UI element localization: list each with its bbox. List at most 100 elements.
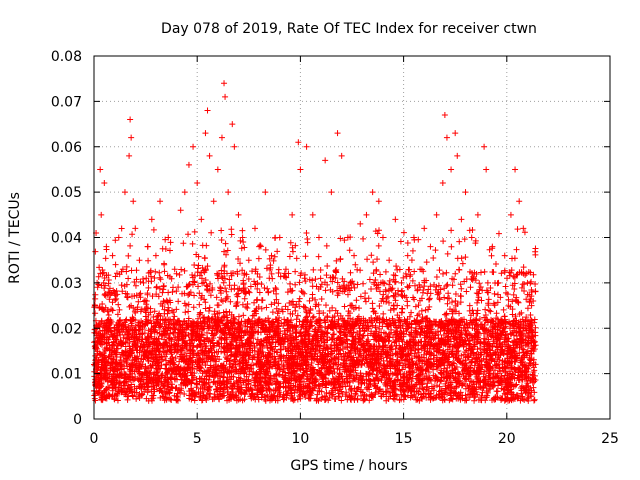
data-point — [521, 287, 528, 294]
data-point — [435, 290, 442, 297]
data-point — [531, 396, 538, 403]
data-point — [452, 130, 459, 137]
data-point — [310, 266, 317, 273]
data-point — [315, 234, 322, 241]
data-point — [190, 304, 197, 311]
data-point — [354, 281, 361, 288]
data-point — [132, 309, 139, 316]
data-point — [239, 234, 246, 241]
data-point — [127, 242, 134, 249]
data-point — [376, 319, 383, 326]
data-point — [474, 211, 481, 218]
data-point — [173, 306, 180, 313]
data-point — [204, 107, 211, 114]
data-point — [235, 290, 242, 297]
data-point — [191, 228, 198, 235]
data-point — [189, 240, 196, 247]
data-point — [444, 250, 451, 257]
data-point — [165, 289, 172, 296]
data-point — [132, 225, 139, 232]
data-point — [382, 268, 389, 275]
data-point — [92, 310, 99, 317]
data-point — [195, 283, 202, 290]
data-point — [452, 270, 459, 277]
data-point — [289, 248, 296, 255]
data-point — [129, 392, 136, 399]
data-point — [528, 287, 535, 294]
data-point — [98, 211, 105, 218]
data-point — [101, 180, 108, 187]
data-point — [223, 308, 230, 315]
data-point — [222, 93, 229, 100]
data-point — [392, 216, 399, 223]
data-point — [483, 166, 490, 173]
data-point — [94, 284, 101, 291]
data-point — [524, 305, 531, 312]
data-point — [202, 299, 209, 306]
data-point — [144, 243, 151, 250]
data-point — [457, 299, 464, 306]
data-point — [347, 269, 354, 276]
data-point — [456, 266, 463, 273]
data-point — [448, 166, 455, 173]
data-point — [448, 299, 455, 306]
data-point — [256, 289, 263, 296]
data-point — [97, 166, 104, 173]
data-point — [202, 305, 209, 312]
data-point — [171, 266, 178, 273]
data-point — [334, 279, 341, 286]
data-point — [220, 279, 227, 286]
data-point — [444, 281, 451, 288]
grid-lines — [94, 56, 610, 419]
data-point — [293, 255, 300, 262]
data-point — [258, 305, 265, 312]
data-point — [368, 286, 375, 293]
data-point — [140, 279, 147, 286]
data-point — [148, 216, 155, 223]
data-point — [322, 302, 329, 309]
data-point — [504, 275, 511, 282]
data-point — [132, 282, 139, 289]
data-point — [226, 276, 233, 283]
data-point — [468, 234, 475, 241]
data-point — [480, 330, 487, 337]
data-point — [177, 207, 184, 214]
data-point — [297, 166, 304, 173]
data-point — [399, 305, 406, 312]
data-point — [176, 271, 183, 278]
data-point — [161, 336, 168, 343]
data-point — [430, 255, 437, 262]
data-point — [427, 243, 434, 250]
data-point — [156, 274, 163, 281]
data-point — [376, 227, 383, 234]
data-point — [268, 252, 275, 259]
data-point — [520, 225, 527, 232]
data-point — [531, 397, 538, 404]
data-point — [443, 134, 450, 141]
data-point — [415, 339, 422, 346]
data-point — [379, 295, 386, 302]
data-point — [393, 263, 400, 270]
data-point — [114, 311, 121, 318]
data-point — [448, 227, 455, 234]
data-point — [191, 261, 198, 268]
data-point — [190, 143, 197, 150]
data-point — [119, 266, 126, 273]
data-point — [246, 289, 253, 296]
data-point — [157, 276, 164, 283]
data-point — [181, 267, 188, 274]
data-point — [360, 280, 367, 287]
data-point — [334, 130, 341, 137]
data-point — [306, 297, 313, 304]
data-point — [386, 257, 393, 264]
data-point — [454, 152, 461, 159]
data-point — [466, 307, 473, 314]
data-point — [274, 248, 281, 255]
data-point — [171, 313, 178, 320]
data-point — [511, 285, 518, 292]
data-point — [476, 280, 483, 287]
data-points — [91, 80, 539, 404]
data-point — [532, 245, 539, 252]
data-point — [139, 276, 146, 282]
data-point — [206, 304, 213, 311]
